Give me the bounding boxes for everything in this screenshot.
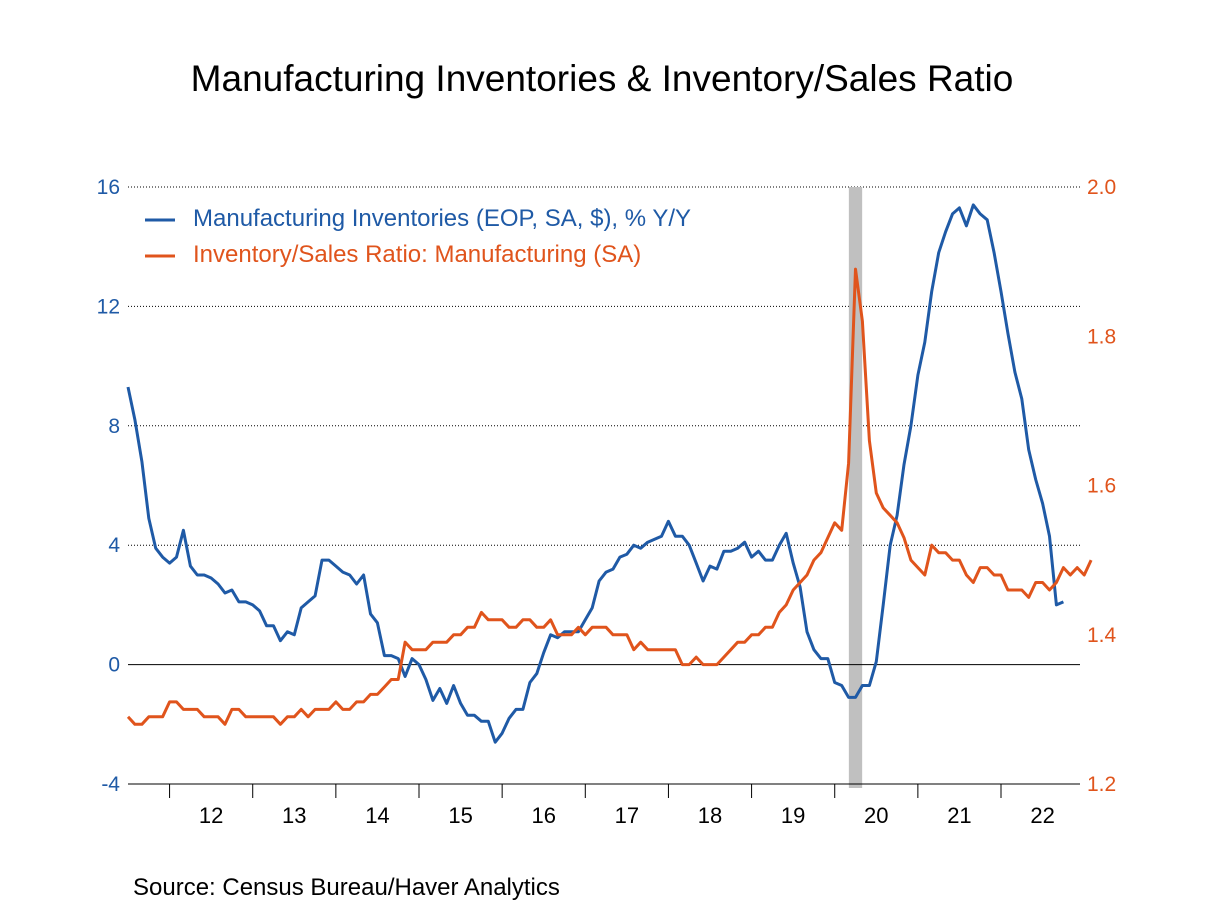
right-tick-label: 1.2 (1087, 773, 1116, 796)
x-tick-label: 21 (947, 803, 971, 828)
x-tick-label: 16 (531, 803, 555, 828)
series-lines (126, 203, 1093, 744)
x-tick-label: 19 (781, 803, 805, 828)
x-tick-label: 17 (615, 803, 639, 828)
right-tick-label: 1.4 (1087, 624, 1117, 647)
right-tick-label: 1.8 (1087, 325, 1116, 348)
right-tick-label: 2.0 (1087, 176, 1116, 199)
left-tick-label: 16 (97, 176, 120, 199)
x-tick-label: 12 (199, 803, 223, 828)
left-tick-label: 0 (108, 654, 120, 677)
left-tick-label: 8 (108, 415, 120, 438)
left-axis-ticks: 16 12 8 4 0 -4 (97, 176, 121, 796)
legend: Manufacturing Inventories (EOP, SA, $), … (145, 205, 691, 268)
x-tick-label: 20 (864, 803, 888, 828)
axes (128, 664, 1080, 785)
series-line-ratio (126, 267, 1093, 726)
series-line-inventories (126, 203, 1064, 744)
right-tick-label: 1.6 (1087, 475, 1116, 498)
legend-label-inventories: Manufacturing Inventories (EOP, SA, $), … (193, 205, 691, 232)
left-tick-label: 4 (108, 534, 120, 557)
x-tick-label: 22 (1030, 803, 1054, 828)
source-note: Source: Census Bureau/Haver Analytics (133, 874, 560, 901)
left-tick-label: -4 (101, 773, 120, 796)
legend-label-ratio: Inventory/Sales Ratio: Manufacturing (SA… (193, 241, 641, 268)
chart-title: Manufacturing Inventories & Inventory/Sa… (191, 58, 1014, 99)
x-tick-label: 15 (448, 803, 472, 828)
x-tick-label: 18 (698, 803, 722, 828)
x-axis-ticks: 12 13 14 15 16 17 18 19 20 21 22 (169, 784, 1055, 828)
right-axis-ticks: 2.0 1.8 1.6 1.4 1.2 (1087, 176, 1117, 796)
x-tick-label: 14 (365, 803, 389, 828)
left-tick-label: 12 (97, 295, 120, 318)
grid (128, 186, 1080, 785)
x-tick-label: 13 (282, 803, 306, 828)
